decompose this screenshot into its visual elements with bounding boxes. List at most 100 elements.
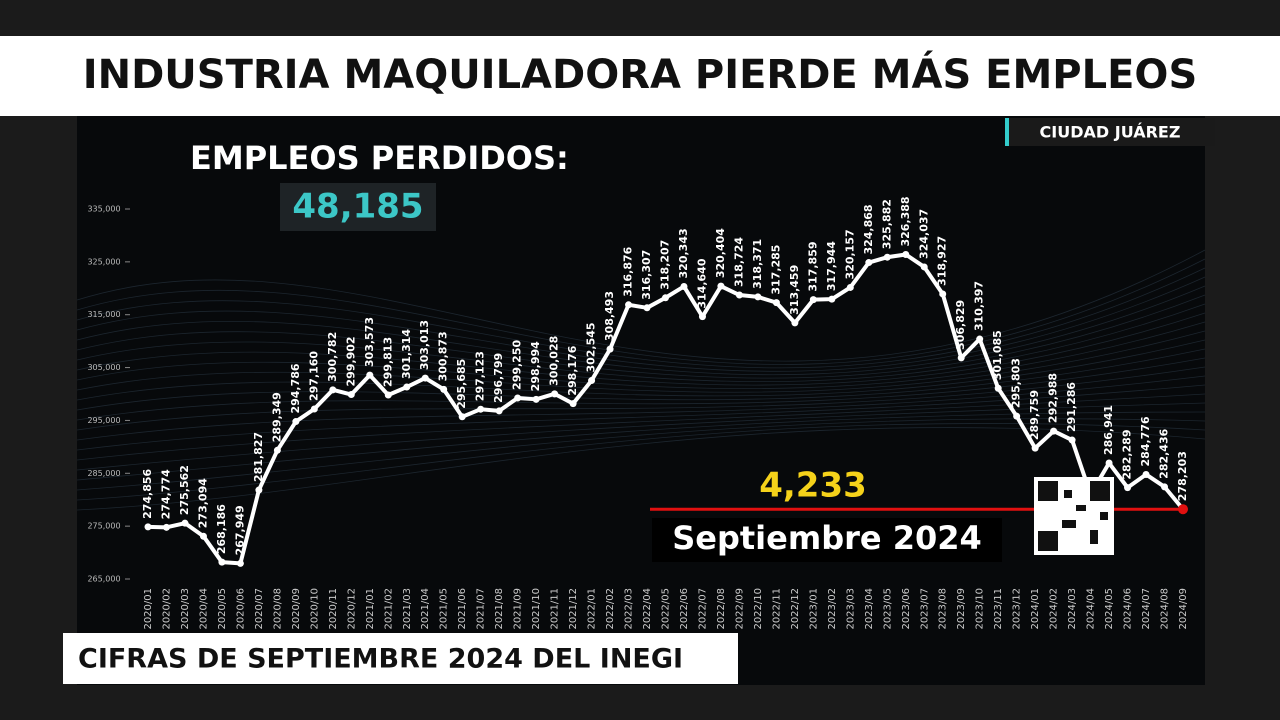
y-tick-label: 295,000: [87, 416, 120, 425]
point: [1124, 484, 1132, 492]
x-tick-label: 2020/02: [161, 588, 172, 630]
x-tick-label: 2023/06: [901, 588, 912, 630]
x-tick-label: 2021/11: [550, 588, 561, 630]
x-tick-label: 2021/08: [494, 588, 505, 630]
value-label: 313,459: [788, 265, 801, 315]
x-tick-label: 2020/06: [235, 588, 246, 630]
value-label: 297,160: [307, 351, 320, 401]
x-tick-label: 2023/05: [882, 588, 893, 630]
decor-wave: [76, 267, 1206, 369]
x-tick-label: 2023/07: [919, 588, 930, 630]
decor-wave: [76, 427, 1206, 511]
x-tick-label: 2024/07: [1141, 588, 1152, 630]
headline: INDUSTRIA MAQUILADORA PIERDE MÁS EMPLEOS: [83, 50, 1198, 98]
point: [514, 394, 522, 402]
y-tick-label: 275,000: [87, 522, 120, 531]
value-label: 300,028: [548, 336, 561, 386]
x-tick-label: 2022/11: [771, 588, 782, 630]
value-label: 300,782: [326, 332, 339, 382]
decor-wave: [76, 312, 1206, 386]
point: [920, 263, 928, 271]
value-label: 320,157: [843, 229, 856, 279]
value-label: 320,404: [714, 228, 727, 278]
value-label: 273,094: [196, 478, 209, 528]
value-label: 325,882: [880, 199, 893, 249]
point: [698, 313, 706, 321]
decor-wave: [76, 285, 1206, 376]
y-tick-label: 315,000: [87, 310, 120, 319]
point: [976, 335, 984, 343]
x-tick-label: 2023/09: [956, 588, 967, 630]
point: [292, 418, 300, 426]
point: [162, 523, 170, 531]
x-tick-label: 2024/09: [1178, 588, 1189, 630]
value-label: 298,176: [566, 345, 579, 395]
value-label: 286,941: [1102, 405, 1115, 455]
x-tick-label: 2021/04: [420, 588, 431, 630]
value-label: 299,250: [511, 340, 524, 390]
value-label: 301,085: [991, 330, 1004, 380]
decor-wave: [76, 258, 1206, 365]
x-tick-label: 2020/12: [346, 588, 357, 630]
point: [625, 301, 633, 309]
x-tick-label: 2021/01: [365, 588, 376, 630]
value-label: 289,759: [1028, 390, 1041, 440]
x-tick-label: 2021/05: [439, 588, 450, 630]
x-tick-label: 2022/05: [661, 588, 672, 630]
x-tick-label: 2023/11: [993, 588, 1004, 630]
value-label: 300,873: [437, 331, 450, 381]
point: [717, 282, 725, 290]
decor-wave: [76, 294, 1206, 379]
x-tick-label: 2020/05: [217, 588, 228, 630]
x-tick-label: 2022/01: [587, 588, 598, 630]
x-tick-label: 2021/07: [476, 588, 487, 630]
x-tick-label: 2022/02: [605, 588, 616, 630]
value-label: 275,562: [178, 465, 191, 515]
decor-wave: [76, 303, 1206, 383]
value-label: 295,803: [1010, 358, 1023, 408]
point: [588, 377, 596, 385]
value-label: 268,186: [215, 504, 228, 554]
point: [144, 523, 152, 531]
x-tick-label: 2024/05: [1104, 588, 1115, 630]
value-label: 318,371: [751, 239, 764, 289]
decor-wave: [76, 402, 1206, 471]
x-tick-label: 2021/12: [568, 588, 579, 630]
x-tick-label: 2023/02: [827, 588, 838, 630]
value-label: 281,827: [252, 432, 265, 482]
x-tick-label: 2021/09: [513, 588, 524, 630]
decor-wave: [76, 321, 1206, 390]
value-label: 282,289: [1121, 430, 1134, 480]
point: [791, 319, 799, 327]
decor-wave: [76, 393, 1206, 461]
point: [939, 290, 947, 298]
lost-value-box: [280, 183, 436, 231]
point: [551, 390, 559, 398]
point: [532, 395, 540, 403]
decor-wave: [76, 276, 1206, 372]
x-tick-label: 2024/03: [1067, 588, 1078, 630]
x-tick-label: 2023/01: [808, 588, 819, 630]
point: [218, 558, 226, 566]
x-tick-label: 2020/04: [198, 588, 209, 630]
decor-wave: [76, 422, 1206, 501]
value-label: 314,640: [695, 258, 708, 308]
x-tick-label: 2023/12: [1012, 588, 1023, 630]
decor-wave: [76, 348, 1206, 411]
value-label: 289,349: [270, 392, 283, 442]
lost-value: 48,185: [292, 187, 423, 227]
x-tick-label: 2022/12: [790, 588, 801, 630]
point: [255, 486, 263, 494]
month-loss: 4,233: [759, 466, 867, 506]
value-label: 298,994: [529, 341, 542, 391]
y-tick-label: 325,000: [87, 257, 120, 266]
month: Septiembre 2024: [672, 519, 982, 557]
x-tick-label: 2022/09: [734, 588, 745, 630]
x-tick-label: 2021/02: [383, 588, 394, 630]
point: [735, 291, 743, 299]
x-tick-label: 2021/10: [531, 588, 542, 630]
point: [384, 391, 392, 399]
x-tick-label: 2022/07: [697, 588, 708, 630]
point: [680, 282, 688, 290]
